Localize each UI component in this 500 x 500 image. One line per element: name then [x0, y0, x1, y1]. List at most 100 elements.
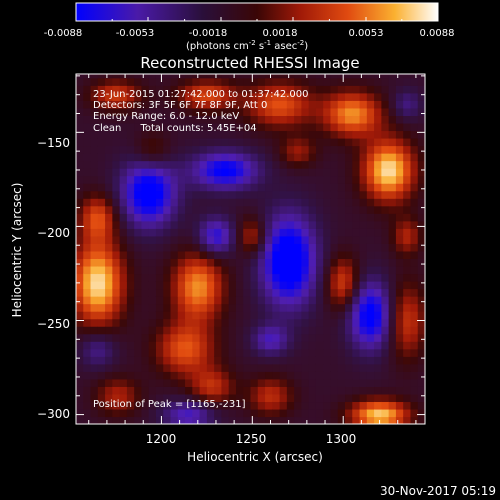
heatmap-cell [105, 175, 113, 184]
heatmap-cell [199, 408, 208, 418]
heatmap-cell [235, 74, 244, 79]
heatmap-cell [177, 288, 186, 297]
heatmap-cell [228, 107, 237, 116]
heatmap-cell [126, 100, 135, 109]
heatmap-cell [126, 303, 135, 312]
heatmap-cell [235, 250, 244, 260]
heatmap-cell [366, 348, 375, 357]
heatmap-cell [97, 85, 106, 94]
heatmap-cell [148, 356, 157, 365]
heatmap-cell [185, 107, 193, 116]
heatmap-cell [374, 265, 382, 275]
heatmap-cell [250, 85, 259, 94]
heatmap-cell [315, 153, 324, 162]
heatmap-cell [221, 115, 230, 124]
heatmap-cell [221, 107, 230, 116]
heatmap-cell [119, 341, 128, 350]
heatmap-cell [235, 190, 244, 199]
heatmap-cell [192, 213, 201, 222]
heatmap-cell [417, 378, 425, 387]
heatmap-cell [83, 348, 92, 357]
heatmap-cell [410, 145, 419, 154]
heatmap-cell [90, 280, 99, 290]
heatmap-cell [76, 371, 84, 380]
heatmap-cell [315, 198, 324, 207]
heatmap-cell [345, 408, 353, 418]
heatmap-cell [199, 318, 208, 327]
heatmap-cell [250, 326, 259, 335]
heatmap-cell [337, 213, 346, 222]
heatmap-cell [330, 205, 339, 214]
heatmap-cell [228, 168, 237, 177]
heatmap-cell [337, 243, 346, 252]
heatmap-cell [192, 235, 201, 244]
heatmap-cell [279, 341, 288, 350]
heatmap-cell [141, 408, 150, 418]
heatmap-cell [221, 288, 230, 297]
heatmap-cell [250, 288, 259, 297]
heatmap-cell [374, 296, 382, 305]
heatmap-cell [315, 77, 324, 86]
heatmap-cell [243, 273, 252, 282]
heatmap-cell [403, 416, 412, 424]
heatmap-cell [395, 326, 404, 335]
heatmap-cell [235, 115, 244, 124]
heatmap-cell [250, 190, 259, 199]
heatmap-cell [330, 160, 339, 169]
heatmap-cell [359, 416, 368, 424]
heatmap-cell [76, 190, 84, 199]
heatmap-cell [359, 145, 368, 154]
heatmap-cell [301, 326, 310, 335]
heatmap-cell [323, 100, 332, 109]
heatmap-cell [235, 107, 244, 116]
heatmap-cell [257, 77, 266, 86]
heatmap-cell [286, 92, 295, 101]
heatmap-cell [315, 168, 324, 177]
heatmap-cell [337, 258, 346, 267]
heatmap-cell [315, 288, 324, 297]
heatmap-cell [359, 198, 368, 207]
heatmap-cell [83, 333, 92, 342]
heatmap-cell [76, 243, 84, 252]
heatmap-cell [243, 85, 252, 94]
heatmap-cell [221, 137, 230, 147]
heatmap-cell [155, 183, 164, 192]
heatmap-cell [90, 265, 99, 275]
heatmap-cell [403, 393, 412, 403]
heatmap-cell [381, 175, 390, 184]
heatmap-cell [105, 258, 113, 267]
heatmap-cell [294, 393, 302, 403]
heatmap-cell [112, 168, 121, 177]
heatmap-cell [141, 273, 150, 282]
heatmap-cell [272, 160, 281, 169]
heatmap-cell [221, 401, 230, 410]
heatmap-cell [279, 115, 288, 124]
heatmap-cell [388, 296, 397, 305]
heatmap-cell [359, 326, 368, 335]
heatmap-cell [359, 168, 368, 177]
heatmap-cell [221, 348, 230, 357]
heatmap-cell [301, 356, 310, 365]
heatmap-cell [330, 386, 339, 395]
heatmap-cell [177, 92, 186, 101]
heatmap-cell [105, 77, 113, 86]
heatmap-cell [90, 326, 99, 335]
heatmap-cell [221, 160, 230, 169]
heatmap-cell [97, 137, 106, 147]
heatmap-cell [330, 122, 339, 132]
heatmap-cell [235, 137, 244, 147]
heatmap-cell [352, 235, 361, 244]
heatmap-cell [243, 250, 252, 260]
heatmap-cell [170, 250, 179, 260]
heatmap-cell [112, 74, 121, 79]
heatmap-cell [388, 228, 397, 237]
heatmap-cell [199, 205, 208, 214]
heatmap-cell [221, 311, 230, 320]
heatmap-cell [76, 311, 84, 320]
heatmap-cell [417, 243, 425, 252]
heatmap-cell [90, 77, 99, 86]
heatmap-cell [119, 198, 128, 207]
heatmap-cell [417, 220, 425, 229]
heatmap-cell [410, 393, 419, 403]
heatmap-cell [352, 416, 361, 424]
